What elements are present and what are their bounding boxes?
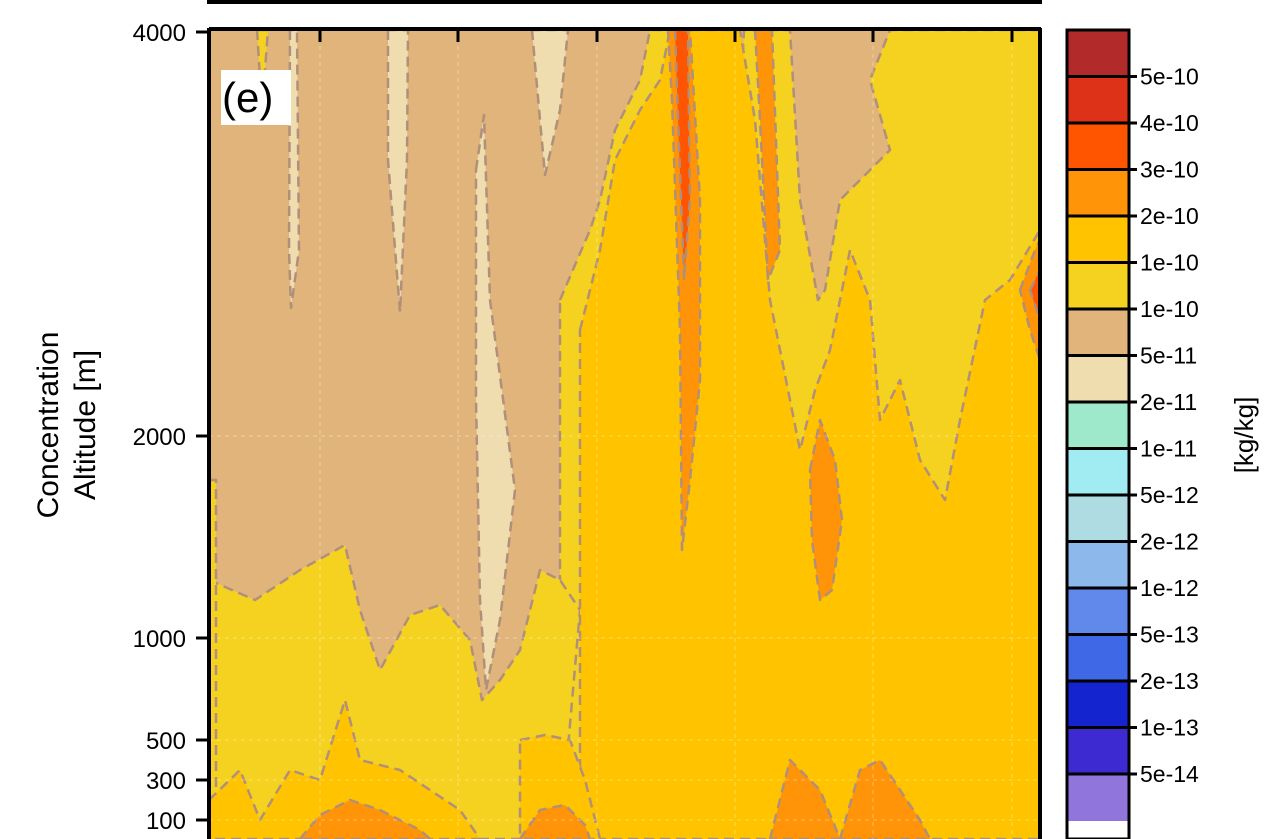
y-tick-label: 4000 (133, 20, 186, 47)
colorbar-segment (1067, 262, 1129, 310)
contour-band (753, 30, 782, 282)
colorbar-label: [kg/kg] (1229, 397, 1259, 474)
y-tick-label: 1000 (133, 626, 186, 653)
colorbar-segment (1067, 169, 1129, 217)
colorbar-tick-label: 1e-13 (1140, 715, 1199, 741)
colorbar-frame (1065, 28, 1131, 839)
colorbar-tick-label: 5e-14 (1140, 761, 1199, 787)
contour-band (518, 803, 592, 839)
y-axis-label: Concentration Altitude [m] (32, 332, 102, 519)
colorbar-segment (1067, 309, 1129, 356)
contour-bands (209, 30, 1040, 839)
contour-band (838, 758, 932, 839)
panel-label: (e) (221, 70, 291, 125)
contour-band (386, 30, 410, 314)
colorbar-segment (1067, 727, 1129, 775)
colorbar-tick-label: 2e-12 (1140, 529, 1199, 555)
colorbar-tick-label: 1e-10 (1140, 296, 1199, 322)
colorbar-segment (1067, 448, 1129, 496)
contour-band (1028, 268, 1040, 322)
colorbar-segment (1067, 634, 1129, 682)
contour-band (530, 30, 570, 177)
y-tick-label: 2000 (133, 424, 186, 451)
colorbar-segment (1067, 495, 1129, 542)
contour-band (808, 418, 844, 602)
panel-label-text: (e) (222, 74, 273, 121)
contour-band (209, 543, 582, 839)
colorbar-tick-label: 2e-10 (1140, 203, 1199, 229)
colorbar-segment (1067, 355, 1129, 403)
contour-band (1018, 238, 1040, 362)
contour-band (673, 30, 692, 282)
y-tick-labels: 4000 2000 1000 500 300 100 (133, 20, 186, 835)
colorbar-tick-label: 5e-13 (1140, 622, 1199, 648)
contour-band (768, 758, 842, 839)
colorbar-segment (1067, 30, 1129, 77)
axes-frame (207, 27, 1042, 839)
colorbar-tick-label: 2e-13 (1140, 668, 1199, 694)
contour-band (474, 113, 517, 692)
colorbar-tick-label: 1e-12 (1140, 575, 1199, 601)
colorbar-segment (1067, 402, 1129, 449)
y-ticks (196, 30, 209, 822)
contour-band (298, 798, 432, 839)
colorbar-tick-label: 5e-12 (1140, 482, 1199, 508)
colorbar-tick-label: 1e-11 (1140, 436, 1197, 462)
x-ticks (318, 29, 1014, 42)
colorbar-segment (1067, 588, 1129, 635)
contour-band (287, 30, 301, 310)
y-tick-label: 300 (146, 768, 186, 795)
grid-lines (209, 30, 1040, 839)
colorbar: 5e-10 4e-10 3e-10 2e-10 1e-10 1e-10 5e-11 2e-11… (1067, 30, 1199, 821)
plot-area (209, 30, 1040, 839)
y-tick-label: 500 (146, 728, 186, 755)
contour-band (209, 698, 482, 839)
colorbar-segment (1067, 76, 1129, 124)
contour-band (666, 30, 702, 552)
y-tick-label: 100 (146, 808, 186, 835)
colorbar-segment (1067, 541, 1129, 589)
colorbar-tick-label: 4e-10 (1140, 110, 1199, 136)
colorbar-tick-label: 5e-10 (1140, 64, 1199, 90)
colorbar-tick-label: 5e-11 (1140, 343, 1197, 369)
colorbar-segment (1067, 774, 1129, 821)
y-axis-label-line-2: Altitude [m] (69, 350, 102, 500)
colorbar-segment (1067, 216, 1129, 263)
colorbar-segment (1067, 123, 1129, 170)
panel-label-background (221, 70, 291, 125)
colorbar-tick-label: 3e-10 (1140, 157, 1199, 183)
y-axis-label-line-1: Concentration (32, 332, 65, 519)
colorbar-tick-label: 2e-11 (1140, 389, 1197, 415)
colorbar-segment (1067, 681, 1129, 728)
colorbar-tick-label: 1e-10 (1140, 250, 1199, 276)
